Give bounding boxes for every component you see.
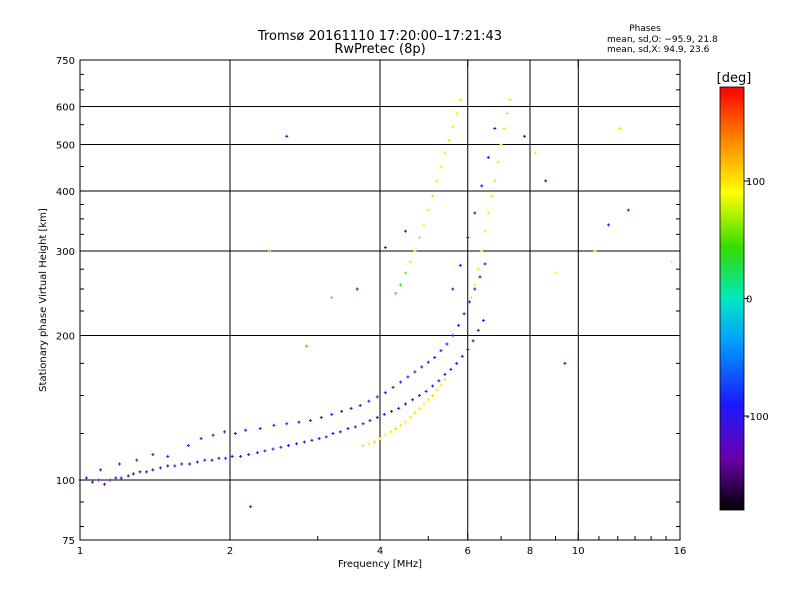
colorbar: [deg] 100 0 -100 [717, 71, 769, 511]
x-tick-label: 8 [527, 546, 533, 557]
y-tick-label: 500 [56, 141, 75, 152]
colorbar-gradient [720, 87, 744, 510]
legend-line-o: mean, sd,O: −95.9, 21.8 [607, 35, 718, 45]
y-tick-label: 100 [56, 476, 75, 487]
x-tick-label: 10 [572, 546, 585, 557]
x-tick-label: 4 [377, 546, 383, 557]
grid-lines [80, 60, 680, 540]
colorbar-tick-label: -100 [746, 412, 769, 423]
legend-title: Phases [629, 24, 661, 34]
y-axis-ticks: 75 100 200 300 400 500 600 750 [56, 56, 680, 547]
y-axis-label: Stationary phase Virtual Height [km] [38, 208, 49, 392]
x-tick-label: 1 [77, 546, 83, 557]
chart-title: Tromsø 20161110 17:20:00–17:21:43 [257, 29, 502, 44]
x-tick-label: 2 [227, 546, 233, 557]
x-axis-ticks: 1 2 4 6 8 10 16 [77, 60, 687, 557]
x-tick-label: 6 [465, 546, 471, 557]
y-tick-label: 750 [56, 56, 75, 67]
y-tick-label: 400 [56, 187, 75, 198]
scatter-points [78, 98, 674, 509]
y-tick-label: 300 [56, 247, 75, 258]
colorbar-tick-label: 100 [746, 177, 765, 188]
y-tick-label: 600 [56, 103, 75, 114]
legend-line-x: mean, sd,X: 94.9, 23.6 [607, 45, 710, 55]
chart-subtitle: RwPretec (8p) [334, 42, 425, 57]
x-tick-label: 16 [674, 546, 687, 557]
colorbar-ticks: 100 0 -100 [744, 177, 769, 423]
colorbar-tick-label: 0 [746, 295, 752, 306]
x-axis-label: Frequency [MHz] [338, 559, 422, 570]
colorbar-label: [deg] [717, 71, 752, 86]
y-tick-label: 75 [62, 536, 75, 547]
y-tick-label: 200 [56, 332, 75, 343]
